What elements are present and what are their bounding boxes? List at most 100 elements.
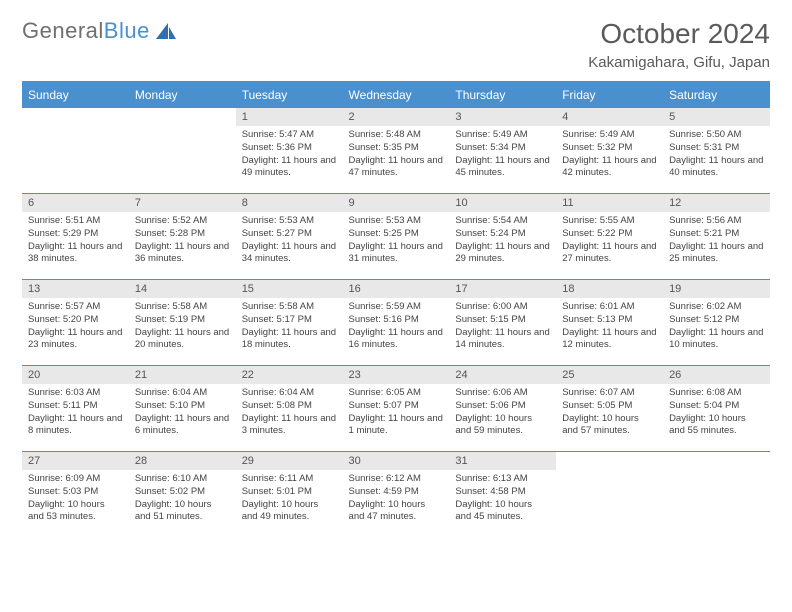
calendar-cell: 6Sunrise: 5:51 AMSunset: 5:29 PMDaylight… <box>22 194 129 280</box>
calendar-cell: 26Sunrise: 6:08 AMSunset: 5:04 PMDayligh… <box>663 366 770 452</box>
calendar-row: 13Sunrise: 5:57 AMSunset: 5:20 PMDayligh… <box>22 280 770 366</box>
day-details: Sunrise: 5:51 AMSunset: 5:29 PMDaylight:… <box>22 212 129 270</box>
day-number: 17 <box>449 280 556 298</box>
day-number: 1 <box>236 108 343 126</box>
day-details: Sunrise: 6:12 AMSunset: 4:59 PMDaylight:… <box>343 470 450 528</box>
brand-sail-icon <box>154 21 178 41</box>
day-number: 7 <box>129 194 236 212</box>
weekday-header: Tuesday <box>236 82 343 108</box>
day-number: 8 <box>236 194 343 212</box>
day-details: Sunrise: 6:07 AMSunset: 5:05 PMDaylight:… <box>556 384 663 442</box>
calendar-row: 20Sunrise: 6:03 AMSunset: 5:11 PMDayligh… <box>22 366 770 452</box>
calendar-cell: 27Sunrise: 6:09 AMSunset: 5:03 PMDayligh… <box>22 452 129 538</box>
day-number: 9 <box>343 194 450 212</box>
day-details: Sunrise: 5:48 AMSunset: 5:35 PMDaylight:… <box>343 126 450 184</box>
day-details: Sunrise: 5:50 AMSunset: 5:31 PMDaylight:… <box>663 126 770 184</box>
weekday-header: Friday <box>556 82 663 108</box>
day-details: Sunrise: 6:04 AMSunset: 5:10 PMDaylight:… <box>129 384 236 442</box>
day-details: Sunrise: 6:08 AMSunset: 5:04 PMDaylight:… <box>663 384 770 442</box>
title-block: October 2024 Kakamigahara, Gifu, Japan <box>588 18 770 71</box>
calendar-cell: 7Sunrise: 5:52 AMSunset: 5:28 PMDaylight… <box>129 194 236 280</box>
day-details: Sunrise: 6:05 AMSunset: 5:07 PMDaylight:… <box>343 384 450 442</box>
header: GeneralBlue October 2024 Kakamigahara, G… <box>22 18 770 71</box>
calendar-cell: 9Sunrise: 5:53 AMSunset: 5:25 PMDaylight… <box>343 194 450 280</box>
location: Kakamigahara, Gifu, Japan <box>588 54 770 71</box>
day-details: Sunrise: 5:52 AMSunset: 5:28 PMDaylight:… <box>129 212 236 270</box>
calendar-cell: 2Sunrise: 5:48 AMSunset: 5:35 PMDaylight… <box>343 108 450 194</box>
day-number: 10 <box>449 194 556 212</box>
calendar-cell: -- <box>129 108 236 194</box>
calendar-cell: 1Sunrise: 5:47 AMSunset: 5:36 PMDaylight… <box>236 108 343 194</box>
calendar-row: ----1Sunrise: 5:47 AMSunset: 5:36 PMDayl… <box>22 108 770 194</box>
day-number: 15 <box>236 280 343 298</box>
calendar-cell: 22Sunrise: 6:04 AMSunset: 5:08 PMDayligh… <box>236 366 343 452</box>
day-details: Sunrise: 6:06 AMSunset: 5:06 PMDaylight:… <box>449 384 556 442</box>
day-number: 11 <box>556 194 663 212</box>
day-details: Sunrise: 5:53 AMSunset: 5:27 PMDaylight:… <box>236 212 343 270</box>
calendar-cell: 15Sunrise: 5:58 AMSunset: 5:17 PMDayligh… <box>236 280 343 366</box>
calendar-cell: 20Sunrise: 6:03 AMSunset: 5:11 PMDayligh… <box>22 366 129 452</box>
calendar-cell: -- <box>22 108 129 194</box>
calendar-table: SundayMondayTuesdayWednesdayThursdayFrid… <box>22 81 770 538</box>
day-number: 6 <box>22 194 129 212</box>
day-details: Sunrise: 6:02 AMSunset: 5:12 PMDaylight:… <box>663 298 770 356</box>
day-number: 29 <box>236 452 343 470</box>
calendar-cell: 10Sunrise: 5:54 AMSunset: 5:24 PMDayligh… <box>449 194 556 280</box>
day-details: Sunrise: 5:49 AMSunset: 5:32 PMDaylight:… <box>556 126 663 184</box>
day-details: Sunrise: 6:11 AMSunset: 5:01 PMDaylight:… <box>236 470 343 528</box>
day-number: 2 <box>343 108 450 126</box>
day-number: 16 <box>343 280 450 298</box>
day-number: 19 <box>663 280 770 298</box>
day-number: 26 <box>663 366 770 384</box>
weekday-header: Thursday <box>449 82 556 108</box>
brand-part2: Blue <box>104 18 150 44</box>
day-number: 5 <box>663 108 770 126</box>
calendar-cell: 13Sunrise: 5:57 AMSunset: 5:20 PMDayligh… <box>22 280 129 366</box>
day-details: Sunrise: 5:54 AMSunset: 5:24 PMDaylight:… <box>449 212 556 270</box>
calendar-cell: 12Sunrise: 5:56 AMSunset: 5:21 PMDayligh… <box>663 194 770 280</box>
day-details: Sunrise: 6:03 AMSunset: 5:11 PMDaylight:… <box>22 384 129 442</box>
day-details: Sunrise: 6:09 AMSunset: 5:03 PMDaylight:… <box>22 470 129 528</box>
calendar-cell: 11Sunrise: 5:55 AMSunset: 5:22 PMDayligh… <box>556 194 663 280</box>
day-details: Sunrise: 6:10 AMSunset: 5:02 PMDaylight:… <box>129 470 236 528</box>
calendar-cell: -- <box>556 452 663 538</box>
calendar-cell: 24Sunrise: 6:06 AMSunset: 5:06 PMDayligh… <box>449 366 556 452</box>
day-number: 28 <box>129 452 236 470</box>
day-number: 18 <box>556 280 663 298</box>
calendar-cell: 31Sunrise: 6:13 AMSunset: 4:58 PMDayligh… <box>449 452 556 538</box>
calendar-cell: 17Sunrise: 6:00 AMSunset: 5:15 PMDayligh… <box>449 280 556 366</box>
day-details: Sunrise: 5:57 AMSunset: 5:20 PMDaylight:… <box>22 298 129 356</box>
day-number: 23 <box>343 366 450 384</box>
day-number: 20 <box>22 366 129 384</box>
calendar-cell: 21Sunrise: 6:04 AMSunset: 5:10 PMDayligh… <box>129 366 236 452</box>
calendar-cell: 4Sunrise: 5:49 AMSunset: 5:32 PMDaylight… <box>556 108 663 194</box>
calendar-cell: 19Sunrise: 6:02 AMSunset: 5:12 PMDayligh… <box>663 280 770 366</box>
calendar-head: SundayMondayTuesdayWednesdayThursdayFrid… <box>22 82 770 108</box>
calendar-cell: 30Sunrise: 6:12 AMSunset: 4:59 PMDayligh… <box>343 452 450 538</box>
day-details: Sunrise: 5:59 AMSunset: 5:16 PMDaylight:… <box>343 298 450 356</box>
calendar-cell: 5Sunrise: 5:50 AMSunset: 5:31 PMDaylight… <box>663 108 770 194</box>
calendar-body: ----1Sunrise: 5:47 AMSunset: 5:36 PMDayl… <box>22 108 770 538</box>
day-number: 13 <box>22 280 129 298</box>
calendar-cell: 14Sunrise: 5:58 AMSunset: 5:19 PMDayligh… <box>129 280 236 366</box>
brand-logo: GeneralBlue <box>22 18 178 44</box>
day-number: 31 <box>449 452 556 470</box>
day-number: 3 <box>449 108 556 126</box>
day-details: Sunrise: 5:56 AMSunset: 5:21 PMDaylight:… <box>663 212 770 270</box>
calendar-cell: -- <box>663 452 770 538</box>
day-number: 27 <box>22 452 129 470</box>
weekday-header: Monday <box>129 82 236 108</box>
day-number: 24 <box>449 366 556 384</box>
day-details: Sunrise: 5:47 AMSunset: 5:36 PMDaylight:… <box>236 126 343 184</box>
day-number: 4 <box>556 108 663 126</box>
weekday-header: Sunday <box>22 82 129 108</box>
day-details: Sunrise: 6:00 AMSunset: 5:15 PMDaylight:… <box>449 298 556 356</box>
day-details: Sunrise: 5:55 AMSunset: 5:22 PMDaylight:… <box>556 212 663 270</box>
day-details: Sunrise: 6:01 AMSunset: 5:13 PMDaylight:… <box>556 298 663 356</box>
calendar-cell: 23Sunrise: 6:05 AMSunset: 5:07 PMDayligh… <box>343 366 450 452</box>
calendar-row: 6Sunrise: 5:51 AMSunset: 5:29 PMDaylight… <box>22 194 770 280</box>
day-details: Sunrise: 5:49 AMSunset: 5:34 PMDaylight:… <box>449 126 556 184</box>
calendar-cell: 18Sunrise: 6:01 AMSunset: 5:13 PMDayligh… <box>556 280 663 366</box>
day-details: Sunrise: 6:13 AMSunset: 4:58 PMDaylight:… <box>449 470 556 528</box>
weekday-header: Wednesday <box>343 82 450 108</box>
